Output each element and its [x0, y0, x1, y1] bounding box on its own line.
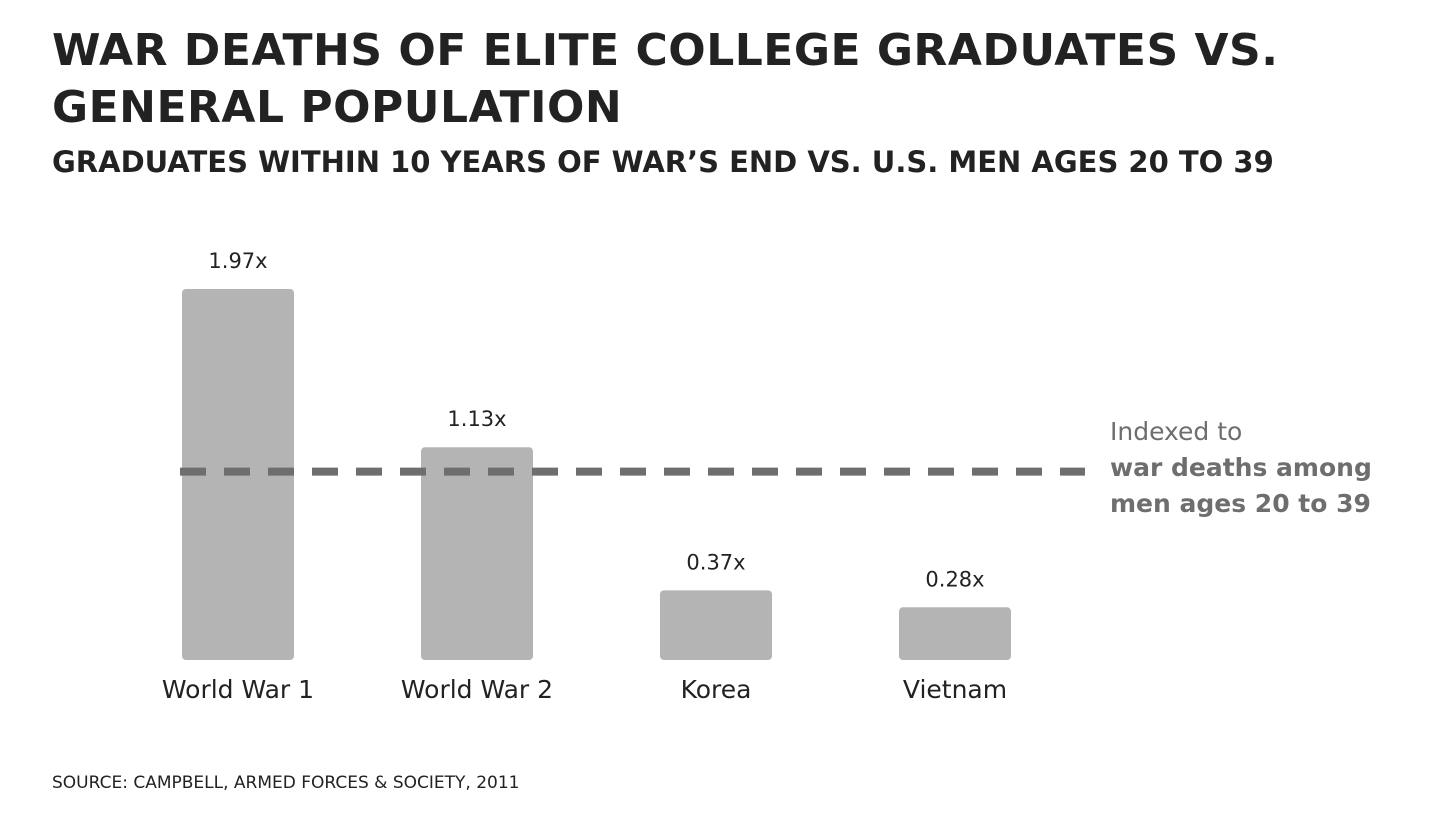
reference-label-line-1: Indexed to: [1110, 417, 1243, 446]
category-label: Korea: [681, 675, 752, 704]
source-note: Source: Campbell, Armed Forces & Society…: [52, 773, 520, 793]
reference-label-line-2: war deaths among: [1110, 453, 1372, 482]
chart-subtitle: Graduates within 10 years of war’s end v…: [52, 145, 1274, 179]
bar-korea: [660, 590, 772, 660]
bar-world-war-2: [421, 447, 533, 660]
bar-value-label: 1.13x: [447, 407, 506, 431]
bar-value-label: 0.37x: [686, 550, 745, 574]
reference-line-label: Indexed to war deaths among men ages 20 …: [1110, 414, 1372, 522]
category-label: World War 1: [162, 675, 314, 704]
category-label: Vietnam: [903, 675, 1007, 704]
reference-label-line-3: men ages 20 to 39: [1110, 489, 1371, 518]
category-label: World War 2: [401, 675, 553, 704]
chart-title: War Deaths of Elite College Graduates vs…: [52, 25, 1279, 133]
bars-group: 1.97x World War 1 1.13x World War 2 0.37x Kor…: [162, 249, 1011, 704]
bar-value-label: 1.97x: [208, 249, 267, 273]
bar-value-label: 0.28x: [925, 567, 984, 591]
bar-vietnam: [899, 607, 1011, 660]
